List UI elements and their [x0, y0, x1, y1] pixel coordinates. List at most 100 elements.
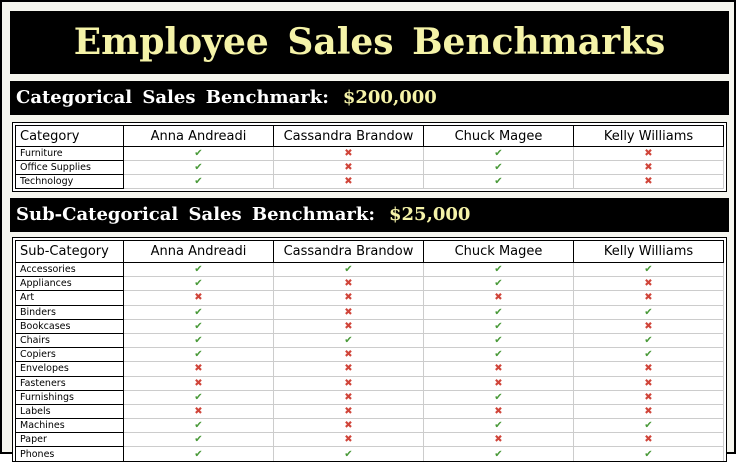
benchmark-cell: ✔ — [423, 446, 574, 461]
cross-icon: ✖ — [344, 349, 353, 361]
benchmark-cell: ✔ — [423, 318, 574, 334]
benchmark-cell: ✔ — [123, 432, 274, 448]
table-row: Envelopes ✖ ✖ ✖ ✖ — [15, 361, 724, 377]
check-icon: ✔ — [644, 349, 653, 361]
row-label: Phones — [15, 446, 124, 461]
cross-icon: ✖ — [644, 162, 653, 173]
benchmark-cell: ✔ — [573, 347, 724, 363]
cross-icon: ✖ — [344, 278, 353, 290]
page-title: Employee Sales Benchmarks — [10, 11, 729, 74]
benchmark-cell: ✔ — [123, 389, 274, 405]
benchmark-cell: ✖ — [123, 290, 274, 306]
benchmark-cell: ✔ — [423, 146, 574, 161]
check-icon: ✔ — [344, 264, 353, 276]
benchmark-cell: ✔ — [123, 304, 274, 320]
row-label: Appliances — [15, 276, 124, 292]
cross-icon: ✖ — [494, 377, 503, 389]
cross-icon: ✖ — [494, 405, 503, 417]
benchmark-cell: ✖ — [123, 375, 274, 391]
benchmark-cell: ✖ — [273, 146, 424, 161]
row-label: Labels — [15, 403, 124, 420]
benchmark-cell: ✖ — [423, 432, 574, 448]
check-icon: ✔ — [494, 320, 503, 332]
benchmark-cell: ✔ — [273, 261, 424, 278]
table-row: Machines ✔ ✖ ✔ ✔ — [15, 418, 724, 434]
benchmark-cell: ✖ — [573, 389, 724, 405]
check-icon: ✔ — [194, 448, 203, 460]
cross-icon: ✖ — [344, 434, 353, 446]
check-icon: ✔ — [194, 278, 203, 290]
cross-icon: ✖ — [344, 391, 353, 403]
benchmark-cell: ✖ — [273, 389, 424, 405]
subcategory-table-header-row: Sub-Category Anna Andreadi Cassandra Brand… — [15, 240, 724, 263]
cross-icon: ✖ — [344, 405, 353, 417]
check-icon: ✔ — [194, 391, 203, 403]
benchmark-cell: ✖ — [273, 318, 424, 334]
benchmark-cell: ✖ — [423, 403, 574, 420]
table-row: Chairs ✔ ✔ ✔ ✔ — [15, 332, 724, 349]
employee-column-header: Kelly Williams — [573, 125, 724, 147]
benchmark-cell: ✖ — [423, 361, 574, 377]
check-icon: ✔ — [494, 264, 503, 276]
check-icon: ✔ — [344, 448, 353, 460]
check-icon: ✔ — [194, 148, 203, 159]
cross-icon: ✖ — [644, 292, 653, 304]
row-label: Furniture — [15, 146, 124, 161]
benchmark-cell: ✖ — [273, 290, 424, 306]
benchmark-cell: ✖ — [573, 375, 724, 391]
check-icon: ✔ — [644, 264, 653, 276]
cross-icon: ✖ — [644, 434, 653, 446]
benchmark-cell: ✖ — [123, 403, 274, 420]
benchmark-cell: ✔ — [423, 261, 574, 278]
row-label: Technology — [15, 174, 124, 189]
subcategory-table: Sub-Category Anna Andreadi Cassandra Brand… — [15, 240, 724, 461]
check-icon: ✔ — [194, 335, 203, 347]
table-row: Phones ✔ ✔ ✔ ✔ — [15, 446, 724, 461]
category-table: Category Anna Andreadi Cassandra Brandow Ch… — [15, 125, 724, 189]
check-icon: ✔ — [494, 448, 503, 460]
table-row: Art ✖ ✖ ✖ ✖ — [15, 290, 724, 306]
benchmark-cell: ✔ — [273, 446, 424, 461]
check-icon: ✔ — [644, 420, 653, 432]
benchmark-cell: ✔ — [573, 446, 724, 461]
check-icon: ✔ — [494, 162, 503, 173]
benchmark-cell: ✖ — [273, 174, 424, 189]
row-label: Art — [15, 290, 124, 306]
benchmark-cell: ✔ — [123, 332, 274, 349]
subcategory-table-body: Accessories ✔ ✔ ✔ ✔ Appliances ✔ ✖ ✔ ✖ Art ✖ ✖ ✖ ✖ Bind… — [15, 261, 724, 461]
row-label: Envelopes — [15, 361, 124, 377]
check-icon: ✔ — [194, 320, 203, 332]
benchmark-cell: ✔ — [123, 347, 274, 363]
check-icon: ✔ — [494, 278, 503, 290]
row-label: Copiers — [15, 347, 124, 363]
check-icon: ✔ — [644, 306, 653, 318]
table-row: Furnishings ✔ ✖ ✔ ✖ — [15, 389, 724, 405]
table-row: Copiers ✔ ✖ ✔ ✔ — [15, 347, 724, 363]
check-icon: ✔ — [194, 162, 203, 173]
table-row: Binders ✔ ✖ ✔ ✔ — [15, 304, 724, 320]
cross-icon: ✖ — [344, 306, 353, 318]
benchmark-cell: ✔ — [423, 304, 574, 320]
check-icon: ✔ — [194, 264, 203, 276]
check-icon: ✔ — [194, 349, 203, 361]
subcategory-benchmark-header: Sub-Categorical Sales Benchmark: $25,000 — [10, 198, 729, 232]
table-row: Furniture ✔ ✖ ✔ ✖ — [15, 146, 724, 161]
cross-icon: ✖ — [194, 405, 203, 417]
table-row: Fasteners ✖ ✖ ✖ ✖ — [15, 375, 724, 391]
check-icon: ✔ — [494, 349, 503, 361]
benchmark-cell: ✖ — [573, 432, 724, 448]
table-row: Accessories ✔ ✔ ✔ ✔ — [15, 261, 724, 278]
column-header: Category — [15, 125, 124, 147]
category-benchmark-header: Categorical Sales Benchmark: $200,000 — [10, 81, 729, 115]
subcategory-table-container: Sub-Category Anna Andreadi Cassandra Brand… — [12, 237, 727, 462]
table-row: Office Supplies ✔ ✖ ✔ ✖ — [15, 160, 724, 175]
check-icon: ✔ — [194, 420, 203, 432]
cross-icon: ✖ — [344, 420, 353, 432]
benchmark-cell: ✖ — [273, 160, 424, 175]
benchmark-cell: ✖ — [573, 276, 724, 292]
check-icon: ✔ — [494, 306, 503, 318]
cross-icon: ✖ — [344, 363, 353, 375]
employee-column-header: Cassandra Brandow — [273, 125, 424, 147]
benchmark-cell: ✔ — [273, 332, 424, 349]
cross-icon: ✖ — [344, 377, 353, 389]
